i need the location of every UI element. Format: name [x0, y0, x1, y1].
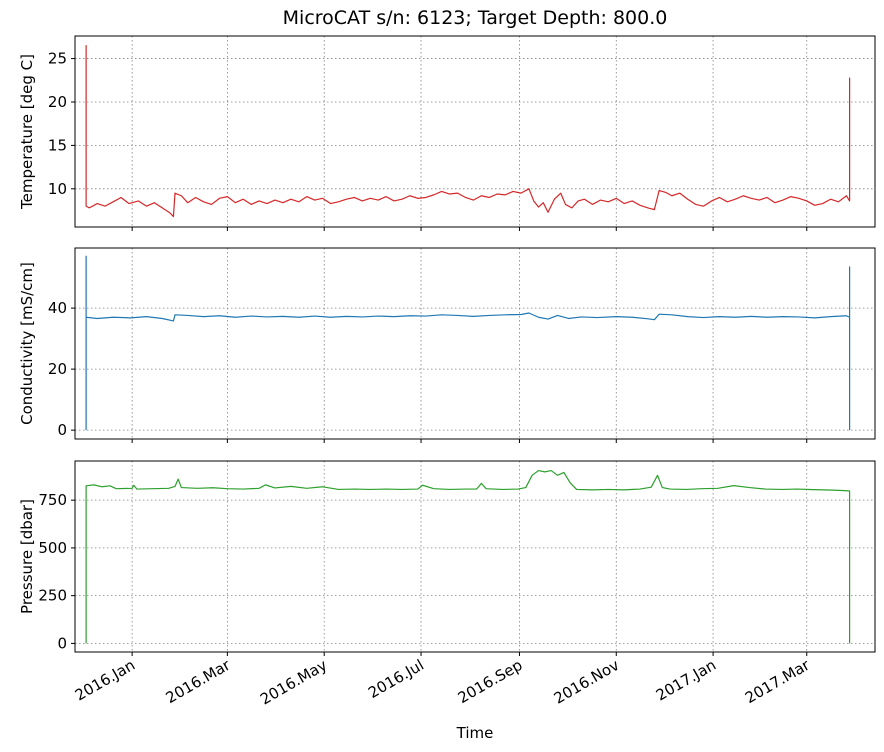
temperature-axes-frame	[74, 35, 876, 228]
x-tick-label-5: 2016.Nov	[551, 656, 623, 708]
x-tick-label-0: 2016.Jan	[72, 656, 138, 705]
temperature-y-axis-label: Temperature [deg C]	[18, 54, 36, 210]
pressure-ytick-label-1: 250	[38, 587, 67, 605]
conductivity-ytick-label-1: 20	[48, 360, 67, 378]
temperature-ytick-label-1: 15	[48, 136, 67, 154]
temperature-ytick-label-0: 10	[48, 180, 67, 198]
conductivity-axes-frame	[74, 247, 876, 440]
pressure-ytick-label-3: 750	[38, 491, 67, 509]
conductivity-ytick-label-2: 40	[48, 299, 67, 317]
pressure-ytick-label-0: 0	[57, 634, 67, 652]
pressure-series-line	[85, 469, 851, 644]
pressure-axes-frame	[74, 460, 876, 653]
conductivity-y-axis-label: Conductivity [mS/cm]	[18, 262, 36, 425]
x-axis: 2016.Jan 2016.Mar 2016.May 2016.Jul 2016.Sep…	[72, 655, 814, 708]
x-tick-label-6: 2017.Jan	[653, 656, 719, 705]
x-tick-label-1: 2016.Mar	[163, 655, 234, 707]
chart-title: MicroCAT s/n: 6123; Target Depth: 800.0	[283, 7, 668, 29]
x-tick-label-2: 2016.May	[257, 656, 330, 709]
x-tick-label-3: 2016.Jul	[365, 656, 427, 702]
x-tick-label-7: 2017.Mar	[742, 655, 813, 707]
panels: 10 15 20 25 Temperature [deg C] 0 20 40 Conducti…	[18, 35, 876, 656]
x-tick-label-4: 2016.Sep	[455, 656, 526, 707]
pressure-ytick-label-2: 500	[38, 539, 67, 557]
temperature-panel: 10 15 20 25 Temperature [deg C]	[18, 35, 876, 231]
temperature-series-line	[85, 44, 851, 218]
temperature-ytick-label-2: 20	[48, 93, 67, 111]
conductivity-series-line	[85, 255, 851, 431]
conductivity-panel: 0 20 40 Conductivity [mS/cm]	[18, 247, 876, 443]
pressure-y-axis-label: Pressure [dbar]	[18, 499, 36, 614]
temperature-ytick-label-3: 25	[48, 50, 67, 68]
x-axis-label: Time	[456, 724, 494, 742]
conductivity-ytick-label-0: 0	[57, 421, 67, 439]
